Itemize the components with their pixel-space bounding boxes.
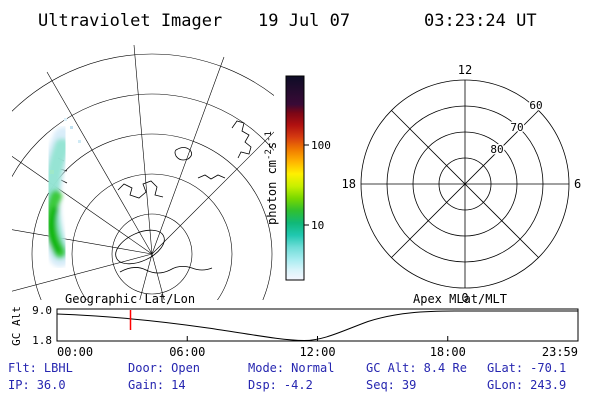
xtick-0000: 00:00	[57, 345, 93, 359]
status-flt: Flt: LBHL	[8, 361, 73, 375]
polar-spokes	[361, 80, 569, 288]
aurora-emission-patch	[39, 127, 75, 267]
xtick-1200: 12:00	[299, 345, 335, 359]
map-latitude-circles	[12, 53, 274, 300]
map-coastlines	[57, 120, 252, 274]
geo-panel-caption: Geographic Lat/Lon	[65, 292, 195, 306]
time-display: 03:23:24 UT	[424, 11, 537, 31]
altitude-strip-chart: GC Alt 9.0 1.8 00:00 06:00 12:00 18:00 2…	[10, 304, 579, 359]
status-ip: IP: 36.0	[8, 378, 66, 392]
status-readouts: Flt: LBHL Door: Open Mode: Normal GC Alt: 8.…	[8, 361, 566, 392]
status-gain: Gain: 14	[128, 378, 186, 392]
polar-label-6: 6	[574, 177, 581, 191]
colorbar-gradient-bar	[285, 75, 305, 281]
app-title: Ultraviolet Imager	[38, 11, 222, 31]
strip-chart-ytick-bottom: 1.8	[32, 334, 52, 347]
polar-label-60: 60	[529, 99, 542, 112]
map-terminator-oval	[115, 229, 165, 265]
status-glat: GLat: -70.1	[487, 361, 566, 375]
xtick-1800: 18:00	[430, 345, 466, 359]
apex-panel-caption: Apex MLat/MLT	[413, 292, 507, 306]
status-glon: GLon: 243.9	[487, 378, 566, 392]
polar-label-12: 12	[458, 63, 472, 77]
status-mode: Mode: Normal	[248, 361, 334, 375]
strip-chart-ytick-top: 9.0	[32, 304, 52, 317]
date-display: 19 Jul 07	[258, 11, 350, 31]
apex-polar-panel: 12 18 6 0 60 70 80	[340, 62, 583, 307]
polar-label-70: 70	[510, 121, 523, 134]
status-seq: Seq: 39	[366, 378, 416, 392]
xtick-2359: 23:59	[542, 345, 578, 359]
status-door: Door: Open	[128, 361, 200, 375]
geographic-map-panel	[12, 44, 274, 300]
polar-label-80: 80	[490, 143, 503, 156]
polar-label-0: 0	[461, 291, 468, 305]
status-gc-alt: GC Alt: 8.4 Re	[366, 361, 467, 375]
colorbar-units-label: photon cm-2s-1	[264, 131, 279, 225]
aurora-speckles	[50, 118, 81, 174]
strip-chart-xticks-marks	[186, 336, 449, 341]
xtick-0600: 06:00	[169, 345, 205, 359]
strip-chart-ylabel: GC Alt	[10, 306, 23, 346]
map-meridian-lines	[12, 44, 274, 300]
colorbar-tick-label-100: 100	[311, 139, 331, 152]
status-dsp: Dsp: -4.2	[248, 378, 313, 392]
strip-chart-xtick-labels: 00:00 06:00 12:00 18:00 23:59	[57, 345, 578, 359]
polar-latitude-labels: 60 70 80	[489, 98, 544, 158]
colorbar-tick-label-10: 10	[311, 219, 324, 232]
altitude-curve	[56, 310, 578, 342]
colorbar: 100 10 photon cm-2s-1	[264, 75, 331, 281]
polar-clock-labels: 12 18 6 0	[340, 62, 583, 307]
polar-label-18: 18	[342, 177, 356, 191]
